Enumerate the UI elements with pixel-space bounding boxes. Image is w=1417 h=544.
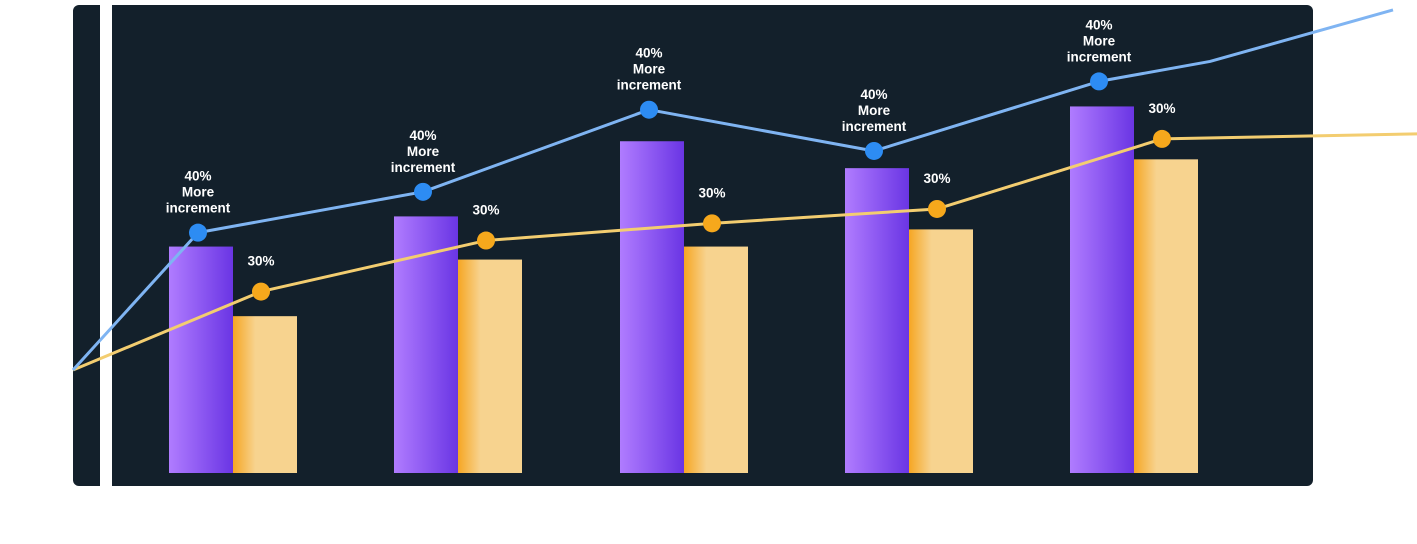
point-orange-2 [477,231,495,250]
bars-layer [169,106,1198,474]
panel-divider [100,5,112,486]
point-orange-3 [703,214,721,233]
chart-panel [73,5,1313,486]
label-blue-1: 40% More increment [166,169,231,216]
point-blue-3 [640,100,658,119]
label-blue-4: 40% More increment [842,87,907,134]
label-blue-2: 40% More increment [391,128,456,175]
point-orange-5 [1153,129,1171,148]
point-blue-2 [414,182,432,201]
point-blue-5 [1090,72,1108,91]
series-line-blue [71,8,1394,372]
bar-orange-4 [909,229,973,473]
label-blue-5: 40% More increment [1067,17,1132,64]
labels-layer: 40% More increment 30% 40% More increment 30% 40… [166,17,1176,268]
bar-orange-3 [684,246,748,473]
point-orange-1 [252,282,270,301]
label-blue-3: 40% More increment [617,46,682,93]
bar-orange-1 [233,316,297,473]
label-orange-2: 30% [472,203,499,218]
label-orange-4: 30% [923,171,950,186]
label-orange-5: 30% [1148,101,1175,116]
bar-orange-5 [1134,159,1198,473]
label-orange-3: 30% [698,185,725,200]
bar-purple-3 [620,141,684,474]
bar-purple-4 [845,168,909,474]
label-orange-1: 30% [247,254,274,269]
point-blue-4 [865,141,883,160]
bar-orange-2 [458,259,522,473]
bar-purple-1 [169,246,233,473]
dots-layer [189,72,1171,301]
point-orange-4 [928,199,946,218]
bar-purple-5 [1070,106,1134,473]
point-blue-1 [189,223,207,242]
